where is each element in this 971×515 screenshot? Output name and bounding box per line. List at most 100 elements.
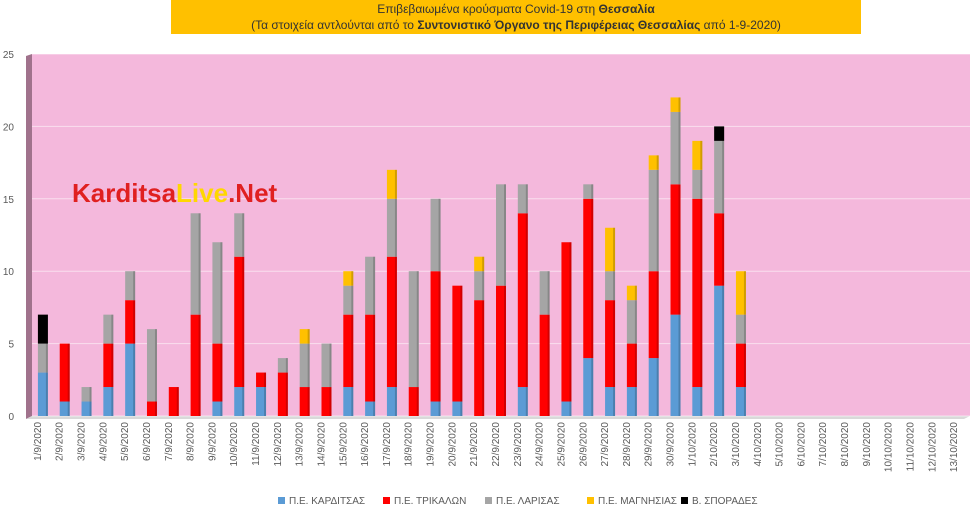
bar-segment-shade [743, 387, 746, 416]
bar-segment-karditsa [561, 401, 572, 416]
x-tick-label: 8/10/2020 [840, 422, 851, 467]
legend-item-sporades: Β. ΣΠΟΡΑΔΕΣ [681, 496, 758, 507]
x-tick-label: 1/10/2020 [687, 422, 698, 467]
plot-floor [26, 416, 970, 419]
bar-segment-trikala [714, 213, 725, 286]
bar-segment-karditsa [648, 358, 659, 416]
bar-segment-shade [569, 401, 572, 416]
bar-segment-trikala [299, 387, 310, 416]
legend-item-karditsa: Π.Ε. ΚΑΡΔΙΤΣΑΣ [278, 496, 365, 507]
bar-segment-shade [591, 358, 594, 416]
bar-segment-karditsa [81, 401, 92, 416]
bar-segment-shade [504, 184, 506, 286]
watermark-part2: Live [176, 178, 228, 208]
bar-segment-shade [482, 256, 485, 272]
bar-segment-shade [67, 401, 70, 416]
x-tick-label: 5/10/2020 [775, 422, 786, 467]
bar-segment-karditsa [670, 314, 681, 416]
bar-segment-karditsa [234, 387, 245, 416]
bar-segment-shade [700, 140, 703, 170]
bar-segment-karditsa [343, 387, 354, 416]
legend-label: Π.Ε. ΜΑΓΝΗΣΙΑΣ [598, 496, 677, 507]
bar-segment-shade [569, 242, 572, 402]
y-tick-label: 15 [3, 195, 15, 206]
bar-segment-sporades [37, 314, 48, 344]
bar-segment-larisa [735, 314, 746, 344]
bar-segment-shade [111, 343, 114, 388]
legend-label: Π.Ε. ΤΡΙΚΑΛΩΝ [394, 496, 466, 507]
bar-segment-trikala [605, 300, 616, 388]
x-tick-label: 15/9/2020 [338, 422, 349, 467]
bar-segment-shade [634, 285, 637, 301]
x-tick-label: 11/10/2020 [905, 422, 916, 472]
x-tick-label: 2/9/2020 [55, 422, 66, 461]
bar-segment-shade [722, 126, 725, 141]
bar-segment-shade [351, 271, 354, 286]
x-tick-label: 3/9/2020 [77, 422, 88, 461]
bar-segment-shade [220, 343, 223, 402]
x-tick-label: 23/9/2020 [513, 422, 524, 467]
bar-segment-shade [525, 213, 528, 388]
bar-segment-shade [656, 155, 659, 170]
bar-segment-karditsa [103, 387, 114, 416]
bar-segment-shade [656, 169, 659, 272]
x-tick-label: 5/9/2020 [120, 422, 131, 461]
bar-segment-shade [743, 314, 746, 344]
bar-segment-shade [307, 343, 310, 388]
x-tick-label: 28/9/2020 [622, 422, 633, 467]
bar-segment-shade [394, 256, 397, 388]
bar-segment-karditsa [256, 387, 267, 416]
bar-segment-trikala [517, 213, 528, 388]
y-tick-label: 5 [8, 340, 14, 351]
x-tick-label: 24/9/2020 [535, 422, 546, 467]
bar-segment-trikala [125, 300, 136, 344]
x-tick-label: 6/10/2020 [796, 422, 807, 467]
bar-segment-magnisia [670, 97, 681, 112]
bar-segment-shade [351, 314, 354, 388]
bar-segment-shade [329, 387, 332, 416]
x-tick-label: 13/9/2020 [295, 422, 306, 467]
bar-segment-trikala [539, 314, 550, 416]
watermark-logo: KarditsaLive.Net [72, 178, 278, 208]
bar-segment-trikala [735, 343, 746, 388]
x-tick-label: 25/9/2020 [556, 422, 567, 467]
x-tick-label: 12/10/2020 [927, 422, 938, 472]
bar-segment-shade [700, 169, 703, 199]
bar-segment-shade [242, 213, 245, 257]
bar-segment-trikala [626, 343, 637, 388]
bar-segment-trikala [474, 300, 485, 416]
bar-segment-trikala [277, 372, 288, 416]
bar-segment-trikala [59, 343, 70, 402]
bar-segment-larisa [605, 271, 616, 301]
legend-swatch [587, 497, 594, 504]
bar-segment-shade [220, 242, 223, 344]
x-tick-label: 7/10/2020 [818, 422, 829, 467]
bar-segment-shade [743, 343, 746, 388]
bar-segment-magnisia [735, 271, 746, 315]
bars-group [37, 97, 746, 416]
bar-segment-larisa [583, 184, 594, 199]
bar-segment-magnisia [343, 271, 354, 286]
bar-segment-trikala [365, 314, 376, 402]
bar-segment-shade [198, 314, 201, 416]
x-tick-label: 13/10/2020 [949, 422, 960, 472]
bar-segment-larisa [277, 358, 288, 373]
bar-segment-larisa [386, 198, 397, 257]
bar-segment-magnisia [692, 140, 703, 170]
bar-segment-shade [591, 184, 594, 199]
bar-segment-shade [198, 213, 201, 315]
x-tick-label: 22/9/2020 [491, 422, 502, 467]
bar-segment-larisa [103, 314, 114, 344]
x-tick-label: 18/9/2020 [404, 422, 415, 467]
bar-segment-karditsa [583, 358, 594, 416]
x-tick-label: 30/9/2020 [666, 422, 677, 467]
bar-segment-larisa [81, 387, 92, 402]
bar-segment-magnisia [299, 329, 310, 344]
plot-side-wall [26, 54, 32, 419]
bar-segment-shade [525, 184, 528, 214]
bar-segment-shade [242, 387, 245, 416]
bar-segment-karditsa [517, 387, 528, 416]
x-tick-label: 11/9/2020 [251, 422, 262, 466]
bar-segment-trikala [190, 314, 201, 416]
